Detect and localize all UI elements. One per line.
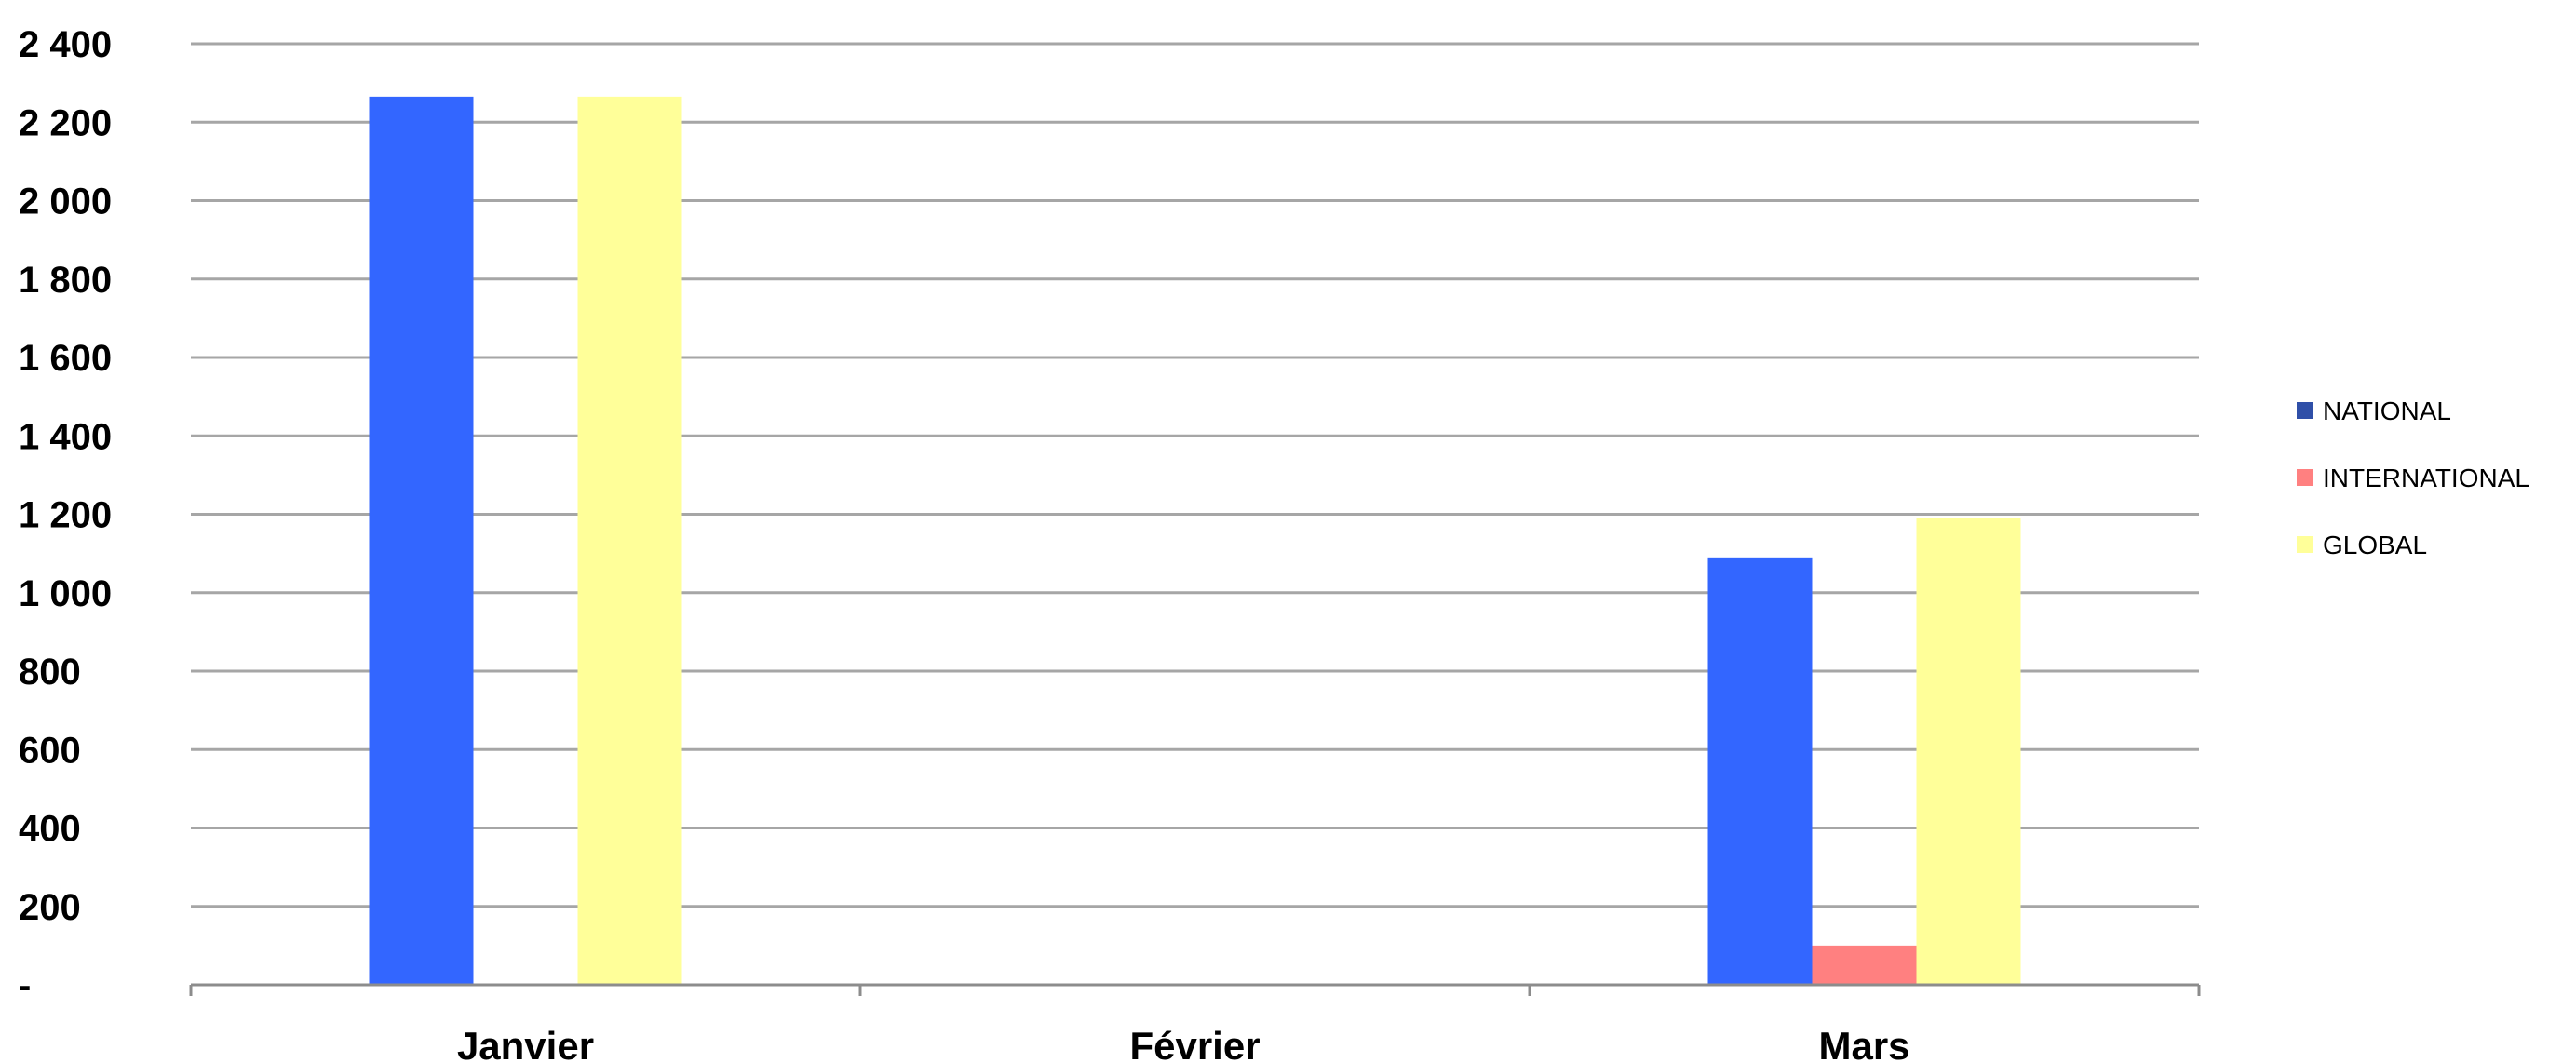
bar-global-janvier (577, 96, 682, 985)
y-tick-label: 2 000 (19, 182, 112, 222)
legend-label-global: GLOBAL (2323, 531, 2427, 559)
y-tick-label: 1 600 (19, 338, 112, 379)
legend-swatch-national (2297, 402, 2313, 419)
bars (369, 96, 2021, 985)
legend-swatch-international (2297, 469, 2313, 486)
legend-label-international: INTERNATIONAL (2323, 464, 2529, 492)
x-axis (189, 983, 2201, 996)
y-tick-label: 2 200 (19, 102, 112, 143)
y-tick-label: 2 400 (19, 24, 112, 65)
y-tick-label: 1 400 (19, 416, 112, 457)
bar-global-mars (1916, 518, 2021, 985)
x-tick-label: Janvier (457, 1024, 594, 1063)
legend-label-national: NATIONAL (2323, 397, 2451, 425)
y-tick-label: 600 (19, 730, 81, 771)
legend: NATIONAL INTERNATIONAL GLOBAL (2297, 397, 2529, 559)
y-tick-label: 400 (19, 809, 81, 850)
legend-swatch-global (2297, 536, 2313, 553)
y-axis-ticks: - 200 400 600 800 1 000 1 200 1 400 1 600 1 800 2 … (19, 24, 112, 1006)
y-tick-label: - (19, 965, 31, 1006)
bar-national-janvier (369, 96, 474, 985)
y-tick-label: 1 000 (19, 573, 112, 614)
y-tick-label: 200 (19, 887, 81, 928)
x-tick-label: Février (1129, 1024, 1260, 1063)
x-tick-label: Mars (1818, 1024, 1909, 1063)
x-axis-ticks: Janvier Février Mars (457, 1024, 1910, 1063)
bar-national-mars (1707, 557, 1813, 985)
bar-international-mars (1812, 945, 1917, 985)
y-tick-label: 1 800 (19, 260, 112, 301)
y-tick-label: 1 200 (19, 495, 112, 536)
gridlines (191, 42, 2199, 908)
y-tick-label: 800 (19, 652, 81, 693)
